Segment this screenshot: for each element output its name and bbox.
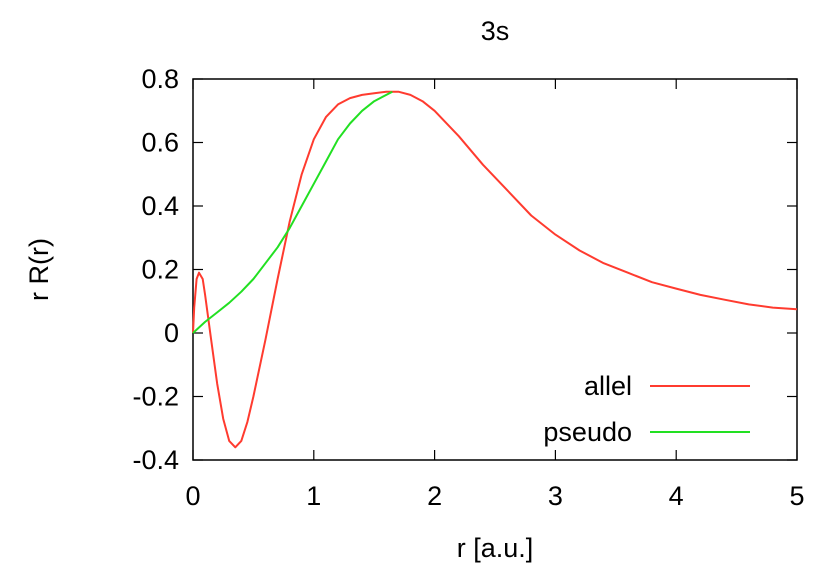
x-tick-label: 4 [669,481,684,511]
y-tick-label: -0.4 [132,445,179,475]
x-tick-label: 5 [789,481,804,511]
legend-label-pseudo: pseudo [543,417,632,447]
x-tick-label: 1 [306,481,321,511]
y-tick-label: 0.8 [141,64,179,94]
plot-frame [192,78,798,461]
x-tick-label: 3 [548,481,563,511]
x-tick-label: 2 [427,481,442,511]
y-tick-label: -0.2 [132,382,179,412]
legend: allel pseudo [543,371,750,447]
legend-label-allel: allel [584,371,632,401]
y-tick-label: 0 [164,318,179,348]
y-tick-label: 0.4 [141,191,179,221]
series-line-allel [192,90,798,449]
x-tick-label: 0 [185,481,200,511]
ticks-layer: 0 1 2 3 4 5 -0.4 -0.2 0 0.2 0.4 0.6 0.8 [132,64,804,511]
series-line-pseudo [192,90,393,334]
x-axis-label: r [a.u.] [457,533,534,563]
chart-title: 3s [481,16,510,46]
y-tick-label: 0.2 [141,255,179,285]
y-tick-label: 0.6 [141,128,179,158]
y-axis-label: r R(r) [24,238,54,301]
series-layer [192,90,798,449]
